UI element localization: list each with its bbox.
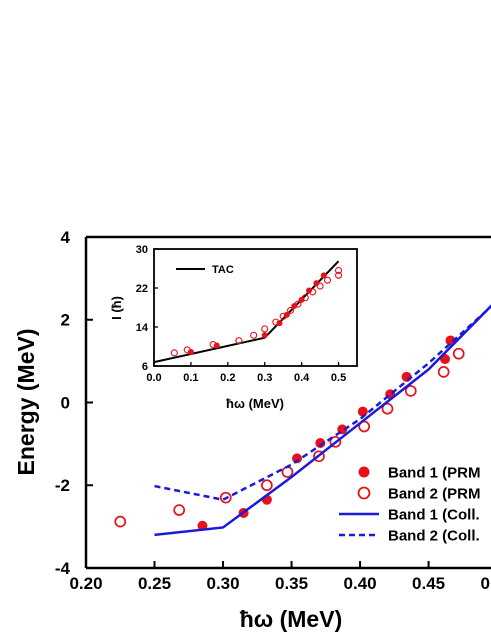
inset-y-tick-label: 22 <box>136 283 148 295</box>
main-series-2-point <box>219 491 232 504</box>
main-series-1-point <box>357 406 368 417</box>
inset-series-3-point <box>170 349 178 357</box>
main-x-tick-label: 0.35 <box>275 574 308 593</box>
main-x-tick-label: 0.20 <box>69 574 102 593</box>
inset-series-3-point <box>250 331 258 339</box>
main-x-axis-label: ħω (MeV) <box>240 606 342 632</box>
legend-label-4: Band 2 (Coll. <box>388 528 480 545</box>
inset-series-3-point <box>209 340 217 349</box>
inset-series-2-point <box>187 348 194 355</box>
main-series-2-point <box>114 515 127 528</box>
inset-series-2-point <box>283 311 290 318</box>
main-series-2-point <box>329 435 342 448</box>
main-x-tick-label: 0.25 <box>138 574 171 593</box>
inset-series-3-point <box>261 325 269 333</box>
main-y-tick-label: -4 <box>55 559 71 578</box>
inset-series-3-point <box>309 288 317 296</box>
inset-y-axis-label: I (ħ) <box>109 296 124 320</box>
main-x-tick-label: 0.30 <box>206 574 239 593</box>
main-x-tick-label: 0.40 <box>344 574 377 593</box>
inset-series-2-point <box>306 287 313 294</box>
legend-label-1: Band 1 (PRM <box>388 465 481 482</box>
main-series-3-line <box>154 304 491 537</box>
main-series-2-point <box>313 450 325 463</box>
inset-series-2-point <box>291 303 298 310</box>
main-series-2-point <box>381 402 394 415</box>
inset-x-tick-label: 0.2 <box>220 372 235 384</box>
inset-series-2-point <box>320 272 327 279</box>
main-series-2-point <box>404 385 417 397</box>
main-series-1-point <box>292 453 303 464</box>
legend-label-2: Band 2 (PRM <box>388 486 481 503</box>
main-y-tick-label: -2 <box>55 476 70 495</box>
inset-series-3-point <box>294 300 302 308</box>
inset-y-tick-label: 14 <box>136 322 149 334</box>
main-series-2-point <box>452 347 465 360</box>
main-y-axis-label: Energy (MeV) <box>13 329 39 476</box>
inset-series-3-point <box>316 282 324 290</box>
inset-series-3-point <box>235 337 243 345</box>
inset-series-3-point <box>287 306 295 314</box>
inset-series-3-point <box>279 312 287 320</box>
legend-marker-2 <box>357 486 371 500</box>
inset-x-axis-label: ħω (MeV) <box>226 396 284 411</box>
main-series-2-point <box>261 479 273 492</box>
inset-x-tick-label: 0.0 <box>146 372 161 384</box>
main-x-tick-label: 0.50 <box>481 574 491 593</box>
legend-label-3: Band 1 (Coll. <box>388 507 480 524</box>
inset-series-3-point <box>183 346 191 354</box>
main-x-tick-label: 0.45 <box>412 574 445 593</box>
inset-series-3-point <box>334 271 343 279</box>
main-series-2-point <box>281 466 294 478</box>
inset-legend-label: TAC <box>212 264 234 276</box>
main-series-4-line <box>154 304 491 502</box>
main-y-tick-label: 0 <box>61 393 70 412</box>
inset-series-2-point <box>298 296 305 303</box>
inset-series-3-point <box>272 318 280 326</box>
legend-marker-1 <box>358 466 370 478</box>
inset-series-3-point <box>334 266 343 275</box>
inset-x-tick-label: 0.1 <box>183 372 198 384</box>
inset-series-3-point <box>323 276 332 284</box>
inset-x-tick-label: 0.3 <box>257 372 272 384</box>
inset-x-tick-label: 0.4 <box>294 372 310 384</box>
main-series-2-point <box>173 504 186 516</box>
inset-x-tick-label: 0.5 <box>331 372 346 384</box>
main-y-tick-label: 2 <box>61 311 70 330</box>
inset-y-tick-label: 30 <box>136 244 148 256</box>
main-series-1-point <box>315 438 326 449</box>
main-series-2-point <box>437 366 450 378</box>
inset-series-2-point <box>261 332 268 339</box>
inset-y-tick-label: 6 <box>142 361 148 373</box>
main-y-tick-label: 4 <box>61 228 71 247</box>
inset-series-3-point <box>301 294 309 302</box>
